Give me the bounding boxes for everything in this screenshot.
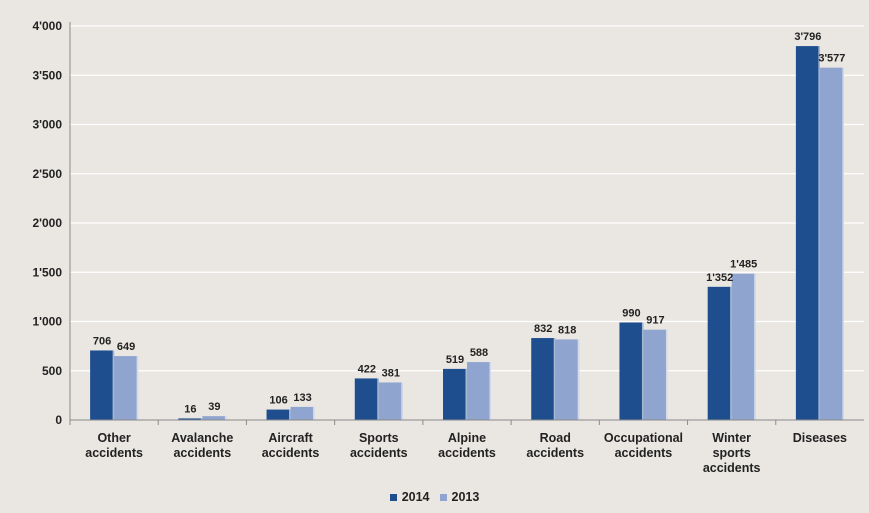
category-label: Aircraft — [268, 431, 313, 445]
bar-2013-7 — [643, 329, 668, 420]
bar-edge — [401, 382, 403, 420]
category-label: Avalanche — [171, 431, 233, 445]
bar-edge — [665, 329, 668, 420]
category-label: sports — [713, 446, 751, 460]
y-tick-label: 2'000 — [32, 216, 62, 230]
data-label-2013-7: 917 — [646, 315, 664, 327]
legend-item-2014: 2014 — [389, 490, 430, 504]
bar-edge — [489, 362, 491, 420]
data-label-2013-4: 381 — [382, 367, 400, 379]
bar-2014-7 — [619, 322, 644, 420]
bar-edge — [842, 67, 844, 420]
legend-swatch-2014 — [389, 493, 397, 501]
legend-label-2013: 2013 — [451, 490, 480, 504]
bar-2014-5 — [443, 368, 467, 420]
bar-edge — [377, 378, 379, 420]
bar-edge — [754, 273, 756, 420]
y-tick-label: 0 — [55, 413, 62, 427]
bar-2014-6 — [531, 338, 556, 420]
bar-edge — [136, 356, 139, 420]
y-tick-label: 1'000 — [32, 315, 62, 329]
data-label-2013-5: 588 — [470, 347, 488, 359]
category-label: Occupational — [604, 431, 683, 445]
bar-2013-2 — [202, 416, 227, 420]
bar-2013-1 — [114, 356, 139, 420]
bar-2013-9 — [819, 67, 844, 420]
bar-2013-6 — [555, 339, 580, 420]
y-axis-ticks: 0 500 1'000 1'500 2'000 2'500 3'000 3'500 4'000 — [32, 19, 62, 427]
category-label: accidents — [262, 446, 320, 460]
y-tick-label: 1'500 — [32, 265, 62, 279]
bar-edge — [818, 46, 820, 421]
legend-item-2013: 2013 — [439, 490, 480, 504]
data-label-2014-5: 519 — [446, 354, 464, 366]
data-label-2014-4: 422 — [358, 363, 376, 375]
data-label-2013-9: 3'577 — [818, 53, 845, 65]
category-label: accidents — [173, 446, 231, 460]
data-label-2014-9: 3'796 — [794, 31, 821, 43]
legend-label-2014: 2014 — [401, 490, 430, 504]
category-label: Other — [97, 431, 130, 445]
category-label: Diseases — [793, 431, 847, 445]
data-label-2014-8: 1'352 — [706, 272, 733, 284]
category-label: Sports — [359, 431, 399, 445]
category-label: accidents — [526, 446, 584, 460]
category-labels: OtheraccidentsAvalancheaccidentsAircraft… — [85, 431, 847, 475]
data-label-2014-6: 832 — [534, 323, 552, 335]
category-label: accidents — [703, 461, 761, 475]
data-label-2014-7: 990 — [622, 307, 640, 319]
bar-2014-9 — [795, 46, 820, 421]
category-label: accidents — [438, 446, 496, 460]
bar-edge — [313, 406, 315, 420]
y-tick-label: 3'000 — [32, 118, 62, 132]
bar-2013-4 — [378, 382, 403, 420]
category-label: Alpine — [448, 431, 486, 445]
bar-edge — [200, 418, 203, 420]
bar-edge — [289, 409, 291, 420]
data-label-2014-1: 706 — [93, 335, 111, 347]
data-label-2013-2: 39 — [208, 401, 220, 413]
y-tick-label: 2'500 — [32, 167, 62, 181]
bar-edge — [112, 350, 115, 420]
data-label-2013-3: 133 — [293, 392, 311, 404]
category-label: accidents — [85, 446, 143, 460]
category-label: accidents — [615, 446, 673, 460]
bar-2014-1 — [90, 350, 115, 420]
bar-2014-4 — [354, 378, 379, 420]
data-label-2013-1: 649 — [117, 341, 135, 353]
axes — [69, 22, 864, 425]
data-label-2013-8: 1'485 — [730, 259, 757, 271]
bar-edge — [224, 416, 227, 420]
data-label-2013-6: 818 — [558, 324, 576, 336]
y-tick-label: 4'000 — [32, 19, 62, 33]
bars — [90, 46, 844, 421]
bar-edge — [465, 368, 467, 420]
bar-2013-8 — [731, 273, 756, 420]
bar-2013-3 — [290, 406, 315, 420]
data-labels: 706 649 16 39 106 133 422 381 519 588 832 818 990 917… — [93, 31, 846, 415]
bar-2014-8 — [707, 286, 732, 420]
y-tick-label: 500 — [42, 364, 62, 378]
bar-2014-2 — [178, 418, 203, 420]
bar-2013-5 — [467, 362, 491, 420]
bar-edge — [730, 286, 732, 420]
bar-edge — [577, 339, 580, 420]
category-label: Winter — [712, 431, 751, 445]
bar-edge — [641, 322, 644, 420]
category-label: Road — [540, 431, 571, 445]
legend: 2014 2013 — [0, 490, 869, 504]
gridlines — [70, 25, 864, 372]
category-label: accidents — [350, 446, 408, 460]
y-tick-label: 3'500 — [32, 68, 62, 82]
data-label-2014-3: 106 — [269, 395, 287, 407]
data-label-2014-2: 16 — [184, 403, 196, 415]
bar-2014-3 — [266, 409, 291, 420]
bar-edge — [553, 338, 556, 420]
legend-swatch-2013 — [439, 493, 447, 501]
